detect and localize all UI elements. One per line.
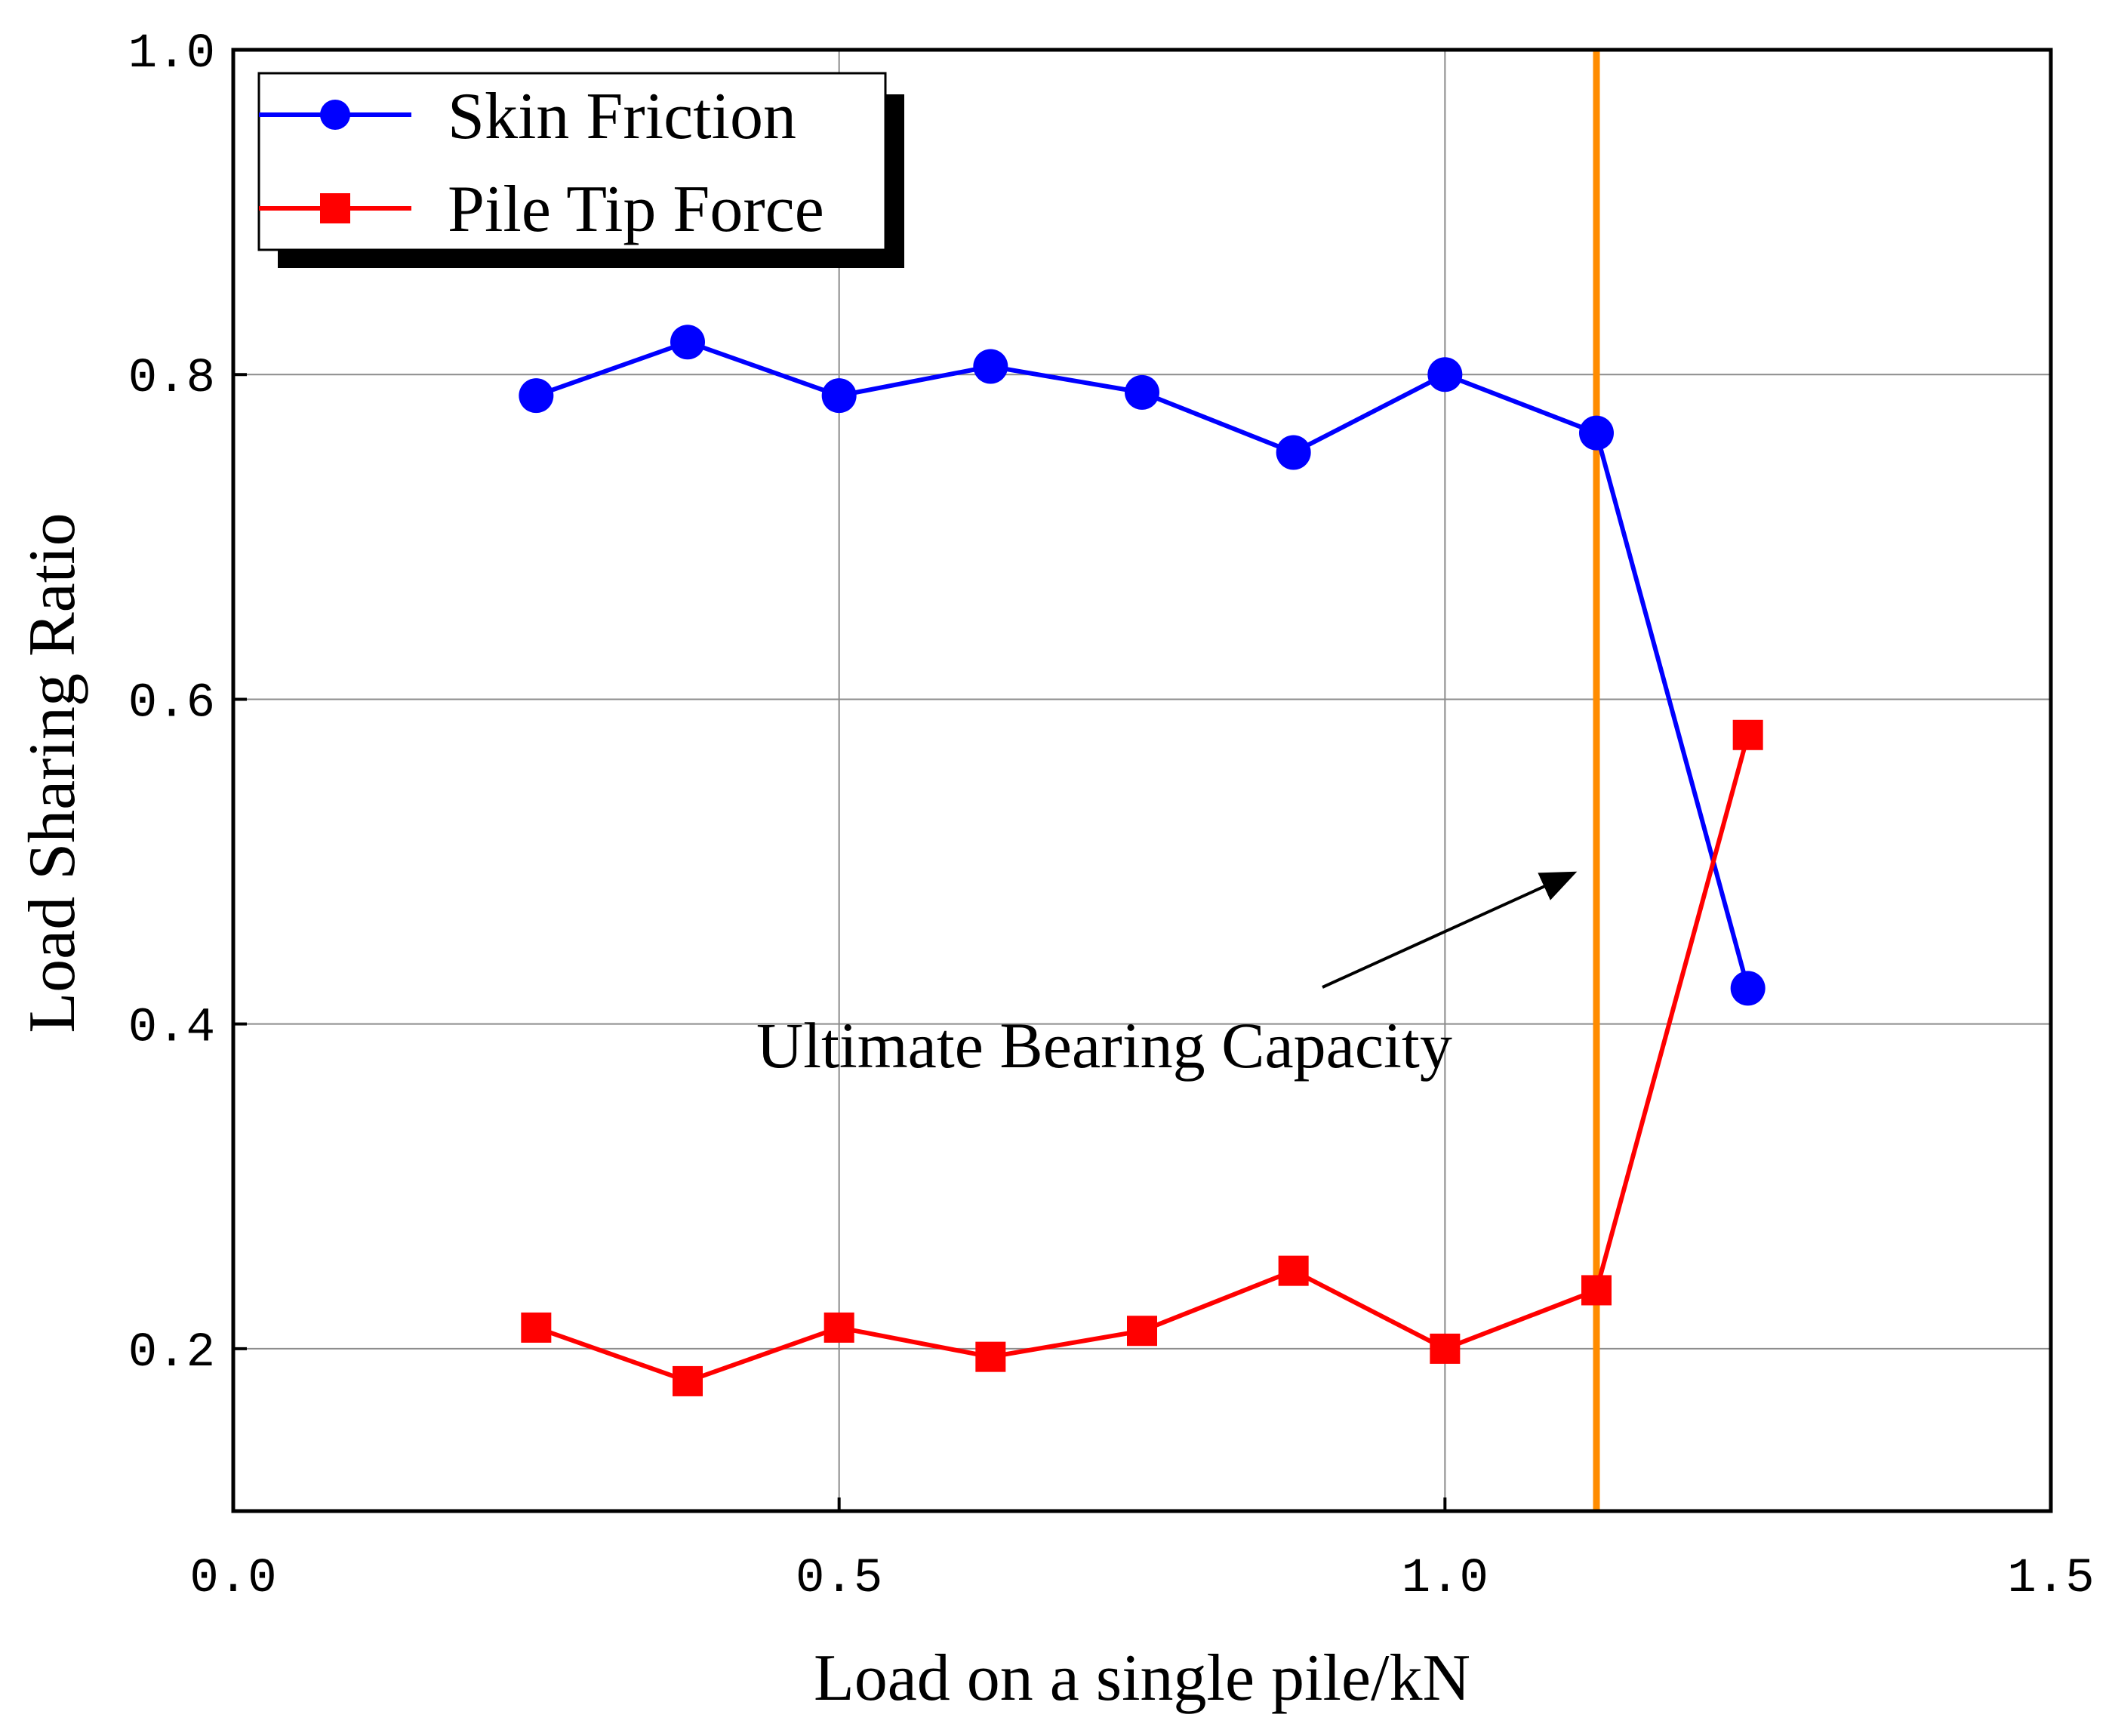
legend-marker-pile-tip-force: [320, 193, 350, 223]
y-axis-title: Load Sharing Ratio: [16, 512, 89, 1033]
y-tick-label: 0.6: [128, 676, 215, 731]
x-tick-label: 0.0: [189, 1552, 276, 1606]
grid: [232, 49, 2052, 1511]
data-point-pile-tip-force: [1732, 719, 1763, 750]
series-line-skin-friction: [535, 340, 1750, 990]
y-tick-label: 0.4: [128, 1002, 215, 1056]
data-point-skin-friction: [973, 349, 1008, 384]
series-group: [519, 325, 1766, 1396]
data-point-skin-friction: [1730, 971, 1766, 1006]
data-point-pile-tip-force: [975, 1341, 1006, 1372]
y-tick-label: 1.0: [128, 27, 215, 82]
legend-marker-skin-friction: [320, 100, 350, 130]
ticks: 0.0 0.5 1.0 1.5 0.2 0.4 0.6 0.8 1.0: [128, 27, 2095, 1606]
legend: Skin Friction Pile Tip Force: [257, 72, 904, 268]
legend-box: [257, 72, 887, 251]
data-point-pile-tip-force: [1581, 1275, 1612, 1306]
data-point-pile-tip-force: [1127, 1316, 1157, 1347]
x-tick-label: 0.5: [796, 1552, 882, 1606]
data-point-skin-friction: [1125, 374, 1159, 410]
annotation: Ultimate Bearing Capacity: [756, 871, 1578, 1082]
legend-label-pile-tip-force: Pile Tip Force: [448, 173, 824, 246]
data-point-skin-friction: [821, 378, 857, 414]
plot-frame: [231, 48, 2053, 1513]
x-axis-title: Load on a single pile/kN: [814, 1642, 1470, 1715]
data-point-pile-tip-force: [1278, 1255, 1309, 1286]
y-tick-label: 0.2: [128, 1326, 215, 1380]
data-point-skin-friction: [1427, 357, 1463, 392]
data-point-skin-friction: [519, 378, 554, 414]
legend-label-skin-friction: Skin Friction: [448, 80, 796, 153]
x-tick-label: 1.0: [1402, 1552, 1489, 1606]
data-point-pile-tip-force: [1430, 1333, 1461, 1364]
x-tick-label: 1.5: [2007, 1552, 2094, 1606]
data-point-pile-tip-force: [824, 1312, 854, 1343]
annotation-text: Ultimate Bearing Capacity: [756, 1009, 1452, 1082]
annotation-arrow: [1322, 871, 1578, 989]
data-point-skin-friction: [1579, 415, 1614, 451]
data-point-pile-tip-force: [521, 1312, 552, 1343]
data-point-skin-friction: [670, 325, 705, 360]
data-point-skin-friction: [1276, 435, 1311, 470]
data-point-pile-tip-force: [673, 1365, 703, 1396]
y-tick-label: 0.8: [128, 352, 215, 406]
